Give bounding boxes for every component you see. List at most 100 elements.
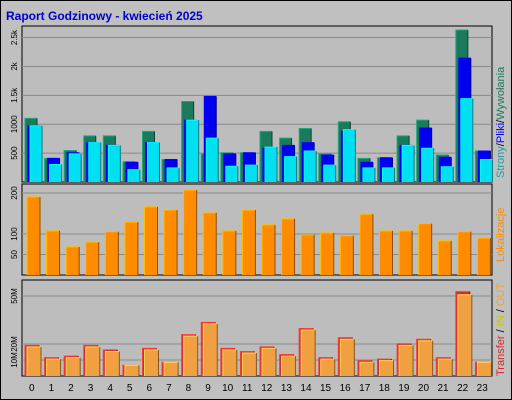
hour-tick-label: 0 [29,383,35,394]
y-tick-label: 50M [10,288,19,304]
traffic-axis-label: Transfer / IN / OUT [495,283,507,376]
hour-tick-label: 13 [281,383,293,394]
traffic-out-bar [65,357,81,376]
traffic-out-bar [163,361,179,376]
traffic-out-bar [144,349,159,376]
hits-bar [186,119,200,182]
visits-bar [26,196,41,275]
visits-bar [320,232,335,275]
report-title: Raport Godzinowy - kwiecień 2025 [6,9,203,23]
hour-tick-label: 3 [88,383,94,394]
traffic-out-bar [222,349,238,376]
y-tick-label: 100 [10,227,19,241]
traffic-out-bar [437,358,453,376]
visits-bar [65,246,80,275]
visits-bar [281,218,296,275]
y-tick-label: 500 [10,146,19,160]
visits-bar [398,230,413,275]
hour-tick-label: 16 [340,383,352,394]
hits-bar [166,167,180,182]
hour-tick-label: 22 [457,383,469,394]
transfer-label: Transfer [495,335,507,376]
hits-bar [147,142,160,182]
hits-bar [107,144,121,182]
hour-tick-label: 5 [127,383,133,394]
visits-bar [437,240,452,275]
visits-bar [222,230,237,275]
traffic-out-bar [241,352,257,376]
hits-bar [342,129,356,182]
traffic-out-bar [281,355,297,376]
traffic-out-bar [418,340,434,376]
y-tick-label: 1000 [10,115,19,133]
hits-bar [440,166,454,182]
hits-bar [382,167,395,182]
y-tick-label: 200 [10,186,19,200]
hour-tick-label: 14 [300,383,312,394]
visits-bar [339,235,354,275]
traffic-out-bar [183,335,199,376]
hour-tick-label: 17 [359,383,371,394]
visits-bar [183,189,198,275]
traffic-out-bar [476,361,492,376]
visits-bar [202,212,217,275]
pages-files-hits-panel: 500 1000 1.5k 2k 2.5k [10,25,493,183]
hour-tick-label: 4 [107,383,113,394]
visits-bar [46,230,61,275]
hits-bar [303,150,317,182]
hour-tick-label: 19 [398,383,410,394]
visits-bar [163,209,178,275]
hour-tick-label: 9 [205,383,211,394]
files-label: Pliki [495,123,507,143]
visits-bar [144,206,158,275]
y-tick-label: 1.5k [10,87,19,103]
y-tick-label: 20M [10,336,19,352]
visits-bar [418,223,433,275]
visits-bar [476,237,491,275]
visits-bar [241,209,256,275]
hits-bar [244,164,258,182]
hits-bar [479,158,493,182]
hour-tick-label: 23 [477,383,489,394]
out-label: OUT [495,283,507,307]
hits-bar [401,144,415,182]
y-tick-label: 10M [10,352,19,368]
in-label: IN [495,315,507,326]
hits-bar [323,164,337,182]
hits-label: Wywołania [495,66,507,120]
visits-bar [85,241,100,275]
hits-bar [29,125,43,182]
in-out-separator: / [495,306,507,315]
hits-bar [362,167,376,182]
traffic-out-bar [85,346,101,376]
pages-files-hits-axis-label: Strony/Pliki/Wywołania [495,66,507,178]
traffic-out-bar [261,347,277,376]
visits-axis-label: Lokalizacje [495,208,507,262]
hour-tick-label: 8 [186,383,192,394]
y-tick-label: 50 [10,250,19,259]
traffic-out-bar [457,294,473,376]
traffic-out-bar [124,364,140,376]
traffic-out-bar [202,323,218,376]
traffic-out-bar [300,329,316,376]
hour-tick-label: 15 [320,383,332,394]
traffic-out-bar [398,344,414,376]
plot-area [21,183,493,276]
visits-bar [261,224,276,275]
hour-tick-label: 1 [49,383,55,394]
hits-bar [88,142,102,182]
traffic-out-bar [26,346,42,376]
visits-bar [379,230,393,275]
hour-axis: 0 1 2 3 4 5 6 7 8 9 10 11 12 13 14 15 16 17 18 19 20 21 22 23 [29,383,488,394]
visits-bar [457,231,472,275]
hits-bar [264,146,278,182]
hour-tick-label: 10 [222,383,234,394]
visits-bar [104,231,119,275]
transfer-separator: / [495,326,507,335]
y-tick-label: 2k [10,61,19,70]
hits-bar [421,147,435,182]
hits-bar [205,137,219,182]
hour-tick-label: 20 [418,383,430,394]
hour-tick-label: 12 [261,383,273,394]
